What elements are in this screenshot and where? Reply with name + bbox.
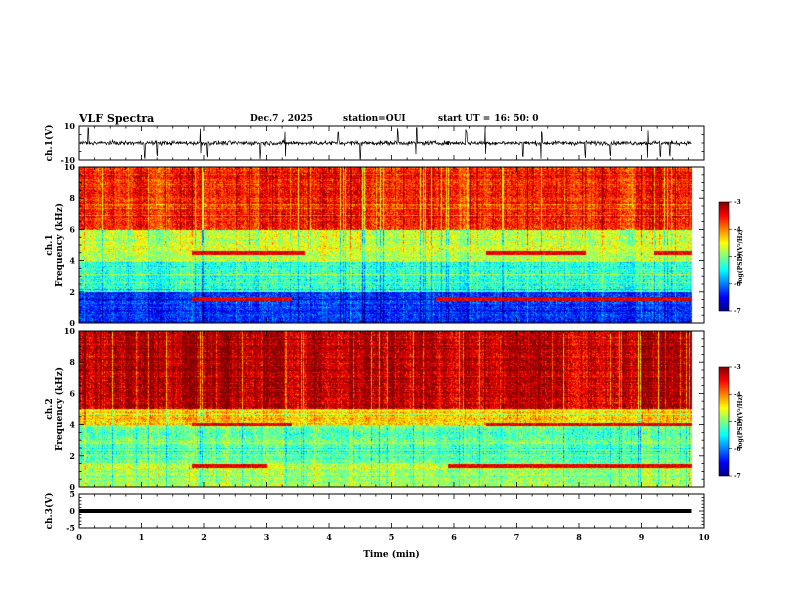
y-tick-label: 8 (69, 193, 75, 203)
start-time-info: start UT = 16: 50: 0 (438, 114, 543, 124)
colorbar-label: log(PSD)(V²/Hz) (737, 229, 744, 284)
colorbar-tick-label: -4 (734, 226, 741, 233)
axis-text: 0 1 2 3 4 5 6 7 8 9 1010-100246810024681050-5ch.1(… (44, 121, 744, 560)
colorbar-tick-label: -3 (734, 199, 741, 206)
spectrogram-images (79, 167, 704, 487)
y-tick-label: 0 (69, 506, 75, 516)
x-tick-label: 4 (326, 532, 332, 542)
y-axis-label-channel: ch.1 (45, 234, 55, 255)
start-value: 16: 50: 0 (494, 114, 539, 124)
y-tick-label: 4 (69, 256, 75, 266)
x-tick-label: 2 (201, 532, 207, 542)
x-tick-label: 3 (264, 532, 270, 542)
spectrogram-image-2 (79, 331, 704, 487)
y-tick-label: -5 (66, 523, 75, 533)
start-label: start UT = (438, 114, 491, 124)
x-tick-label: 8 (576, 532, 582, 542)
x-tick-label: 0 (76, 532, 82, 542)
colorbar-tick-label: -4 (734, 391, 741, 398)
y-tick-label: 6 (69, 224, 75, 234)
x-tick-label: 7 (514, 532, 520, 542)
y-tick-label: 0 (69, 318, 75, 328)
y-tick-label: 2 (69, 287, 75, 297)
colorbar-tick-label: -7 (734, 473, 741, 480)
y-tick-label: 0 (69, 482, 75, 492)
x-tick-label: 10 (698, 532, 710, 542)
y-tick-label: 4 (69, 420, 75, 430)
colorbar-1 (718, 201, 730, 312)
y-tick-label: 10 (64, 162, 76, 172)
y-tick-label: 5 (69, 489, 75, 499)
data-marks (78, 127, 692, 513)
colorbar-tick-label: -7 (734, 308, 741, 315)
y-tick-label: 10 (64, 326, 76, 336)
colorbar-2 (718, 366, 730, 477)
colorbar-tick-label: -3 (734, 364, 741, 371)
y-tick-label: 8 (69, 357, 75, 367)
y-tick-label: -10 (61, 155, 76, 165)
station-code: OUI (385, 114, 406, 124)
x-tick-label: 6 (451, 532, 457, 542)
ch1-waveform-trace (78, 127, 692, 160)
y-tick-label: 6 (69, 388, 75, 398)
colorbar-tick-label: -6 (734, 446, 741, 453)
station-label: station= (343, 114, 386, 124)
y-axis-label: ch.3(V) (44, 493, 55, 530)
x-tick-label: 9 (639, 532, 645, 542)
x-axis-label: Time (min) (363, 549, 420, 560)
axes (78, 125, 732, 529)
x-tick-label: 1 (139, 532, 145, 542)
y-axis-label-channel: ch.2 (45, 398, 55, 419)
y-tick-label: 10 (64, 121, 76, 131)
x-tick-label: 5 (389, 532, 395, 542)
recording-date: Dec.7 , 2025 (250, 114, 313, 124)
y-axis-label-quantity: Frequency (kHz) (54, 203, 65, 287)
colorbar-tick-label: -5 (734, 254, 741, 261)
chart-title: VLF Spectra (79, 112, 155, 125)
station-info: station=OUI (343, 114, 406, 124)
y-axis-label: ch.1(V) (44, 125, 55, 162)
y-tick-label: 2 (69, 451, 75, 461)
y-axis-label-quantity: Frequency (kHz) (54, 367, 65, 451)
spectrogram-image-1 (79, 167, 704, 323)
colorbar-label: log(PSD)(V²/Hz) (737, 394, 744, 449)
colorbar-tick-label: -5 (734, 419, 741, 426)
colorbar-tick-label: -6 (734, 281, 741, 288)
